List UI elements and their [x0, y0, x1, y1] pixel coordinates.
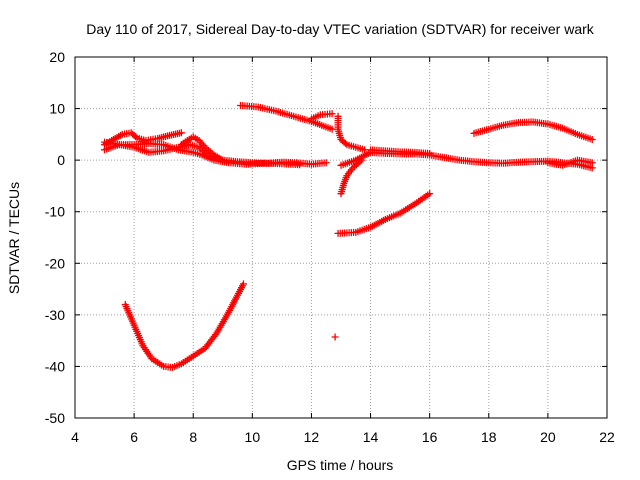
- series-arc-g: [337, 156, 366, 198]
- data-point: [426, 190, 434, 198]
- plot-frame: [74, 56, 608, 419]
- x-tick-label: 14: [363, 429, 379, 445]
- x-axis-title: GPS time / hours: [287, 457, 394, 473]
- data-point: [132, 133, 140, 141]
- x-tick-label: 6: [130, 429, 138, 445]
- x-tick-label: 12: [304, 429, 320, 445]
- data-point: [331, 333, 339, 341]
- series-arc-b-band: [101, 138, 304, 169]
- series-point-isolated: [331, 333, 339, 341]
- x-tick-label: 16: [422, 429, 438, 445]
- series-arc-l-u: [121, 280, 247, 371]
- y-tick-label: -20: [45, 255, 65, 271]
- y-tick-label: -30: [45, 307, 65, 323]
- series-arc-d: [237, 101, 336, 133]
- x-tick-label: 20: [540, 429, 556, 445]
- y-tick-label: -10: [45, 204, 65, 220]
- x-tick-label: 22: [599, 429, 615, 445]
- data-point: [200, 142, 208, 150]
- series-arc-e: [307, 110, 336, 123]
- series-arc-f-vertical: [334, 112, 369, 154]
- y-tick-label: -50: [45, 410, 65, 426]
- x-tick-label: 8: [189, 429, 197, 445]
- data-point: [322, 159, 330, 167]
- data-point: [588, 159, 596, 167]
- y-tick-label: 0: [57, 152, 65, 168]
- data-point: [328, 125, 336, 133]
- data-points: [101, 101, 596, 371]
- data-point: [177, 129, 185, 137]
- data-point: [219, 156, 227, 164]
- data-point: [239, 280, 247, 288]
- series-arc-k: [544, 156, 596, 169]
- x-tick-label: 4: [71, 429, 79, 445]
- axis-ticks: 4 6 8 10 12 14 16 18 20 22 20 10 0 -10 -20 -30 -40 -50: [45, 49, 615, 445]
- data-point: [426, 149, 434, 157]
- y-tick-label: -40: [45, 358, 65, 374]
- x-tick-label: 10: [245, 429, 261, 445]
- y-tick-label: 20: [49, 49, 65, 65]
- y-tick-label: 10: [49, 101, 65, 117]
- x-tick-label: 18: [481, 429, 497, 445]
- y-axis-title: SDTVAR / TECUs: [6, 182, 22, 294]
- data-point: [588, 136, 596, 144]
- series-arc-j: [470, 118, 596, 144]
- data-point: [328, 110, 336, 118]
- data-point: [341, 139, 349, 147]
- series-arc-c-bump: [177, 133, 227, 164]
- chart-title: Day 110 of 2017, Sidereal Day-to-day VTE…: [86, 21, 595, 37]
- data-point: [296, 161, 304, 169]
- series-arc-i: [334, 190, 434, 237]
- series-arc-h-upper: [367, 146, 434, 157]
